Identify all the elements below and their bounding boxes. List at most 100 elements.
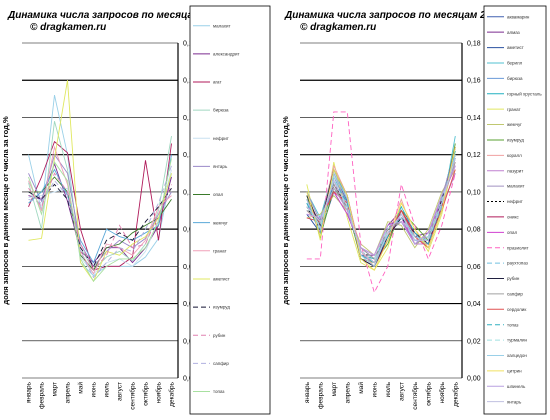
x-tick-label: май	[357, 382, 365, 394]
legend-label: нефрит	[213, 136, 229, 141]
legend-label: топаз	[507, 322, 518, 327]
series-line	[306, 165, 456, 256]
series-line	[306, 169, 456, 256]
chart-subtitle: © dragkamen.ru	[300, 22, 376, 33]
x-tick-label: октябрь	[424, 381, 432, 405]
legend-label: опал	[507, 230, 517, 235]
legend-label: агат	[213, 80, 222, 85]
series-line	[28, 183, 172, 268]
legend-box	[483, 5, 547, 415]
legend-box	[189, 5, 271, 415]
x-tick-label: февраль	[39, 381, 46, 408]
series-line	[306, 147, 456, 271]
series-line	[28, 145, 172, 275]
chart-left: Динамика числа запросов по месяцам 2013 …	[1, 5, 271, 415]
legend-label: рубин	[213, 333, 226, 338]
legend-label: шпинель	[507, 384, 526, 389]
x-tick-label: октябрь	[142, 381, 150, 405]
y-tick-label: 0,10	[467, 189, 481, 196]
legend-label: малахит	[507, 184, 525, 189]
series-line	[28, 169, 172, 275]
legend-label: коралл	[507, 153, 522, 158]
x-tick-label: март	[331, 382, 338, 397]
legend-label: янтарь	[507, 399, 522, 404]
legend-label: гранат	[507, 107, 521, 112]
series-line	[28, 172, 172, 271]
x-tick-label: июль	[385, 381, 392, 397]
series-line	[28, 165, 172, 279]
x-tick-label: сентябрь	[411, 381, 419, 409]
y-tick-label: 0,12	[467, 152, 481, 159]
legend-label: опал	[213, 192, 223, 197]
y-axis-label: доля запросов в данном месяце от числа з…	[1, 116, 10, 305]
series-line	[306, 165, 456, 256]
y-axis-label: доля запросов в данном месяце от числа з…	[281, 116, 290, 305]
y-tick-label: 0,14	[467, 115, 481, 122]
legend-label: малахит	[213, 23, 231, 28]
x-tick-label: январь	[304, 381, 311, 403]
x-tick-label: июнь	[91, 381, 98, 397]
x-tick-label: февраль	[317, 381, 324, 408]
x-tick-label: декабрь	[168, 381, 176, 406]
legend-label: раухтопаз	[507, 261, 528, 266]
legend-label: янтарь	[213, 164, 228, 169]
legend-label: жемчуг	[213, 220, 228, 225]
x-tick-label: апрель	[65, 381, 72, 403]
series-line	[306, 165, 456, 256]
x-tick-label: август	[117, 382, 124, 401]
legend-label: сапфир	[213, 361, 229, 366]
x-tick-label: январь	[26, 381, 33, 403]
chart-title: Динамика числа запросов по месяцам 2013 …	[7, 10, 236, 21]
y-tick-label: 0,00	[467, 376, 481, 383]
legend-label: празиолит	[507, 245, 529, 250]
series-line	[306, 111, 456, 294]
series-line	[306, 158, 456, 260]
x-tick-label: май	[77, 382, 85, 394]
series-line	[306, 154, 456, 268]
x-tick-label: ноябрь	[155, 381, 163, 403]
legend-label: цитрин	[507, 368, 522, 373]
legend-label: горный хрусталь	[507, 90, 542, 96]
legend-label: лазурит	[507, 168, 523, 173]
y-tick-label: 0,16	[467, 78, 481, 85]
series-line	[28, 158, 172, 282]
legend-label: александрит	[213, 51, 240, 56]
legend-label: аметист	[507, 45, 524, 50]
x-tick-label: ноябрь	[438, 381, 446, 403]
legend-label: алмаз	[507, 30, 520, 35]
y-tick-label: 0,06	[467, 264, 481, 271]
legend-label: сердолик	[507, 307, 526, 312]
x-tick-label: июнь	[371, 381, 378, 397]
legend-label: топаз	[213, 389, 224, 394]
legend-label: сапфир	[507, 292, 523, 297]
legend-label: рубин	[507, 276, 520, 281]
legend-label: оникс	[507, 215, 520, 220]
chart-subtitle: © dragkamen.ru	[30, 22, 106, 33]
series-line	[28, 121, 172, 271]
chart-title: Динамика числа запросов по месяцам 2013 …	[284, 10, 513, 21]
x-tick-label: декабрь	[451, 381, 459, 406]
series-line	[306, 158, 456, 264]
x-tick-label: июль	[104, 381, 111, 397]
series-line	[28, 95, 172, 277]
x-tick-label: сентябрь	[129, 381, 137, 409]
y-tick-label: 0,18	[467, 41, 481, 48]
legend-label: изумруд	[507, 138, 524, 143]
legend-label: аметист	[213, 277, 230, 282]
x-tick-label: август	[398, 382, 405, 401]
legend-label: бирюза	[507, 76, 523, 81]
series-line	[306, 161, 456, 260]
legend-label: гранат	[213, 248, 227, 253]
legend-label: аквамарин	[507, 14, 530, 19]
y-tick-label: 0,02	[467, 338, 481, 345]
legend-label: халцедон	[507, 353, 527, 358]
y-tick-label: 0,08	[467, 227, 481, 234]
legend-label: бирюза	[213, 108, 229, 113]
legend-label: турмалин	[507, 338, 528, 343]
legend-label: нефрит	[507, 199, 523, 204]
chart-right: Динамика числа запросов по месяцам 2013 …	[281, 5, 547, 415]
x-tick-label: март	[52, 382, 59, 397]
y-tick-label: 0,04	[467, 301, 481, 308]
x-tick-label: апрель	[344, 381, 351, 403]
